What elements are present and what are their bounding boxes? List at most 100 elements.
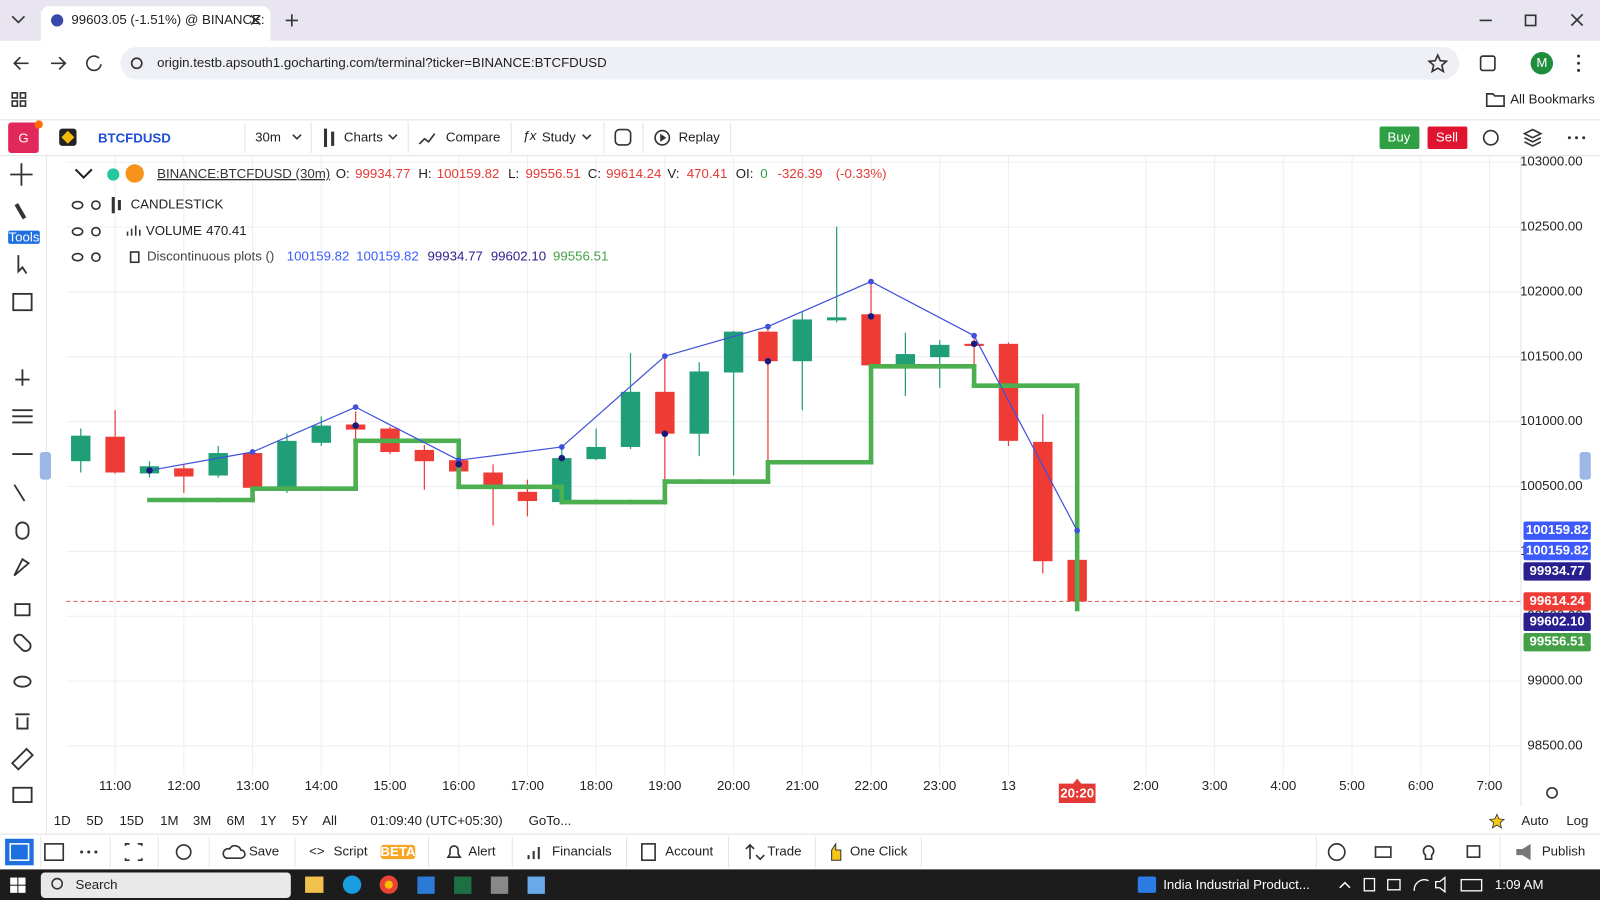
candle-body (895, 354, 916, 366)
charts-button[interactable]: Charts (344, 129, 383, 144)
compare-icon (418, 133, 436, 145)
legend-ticker[interactable]: BINANCE:BTCFDUSD (30m) (157, 166, 330, 181)
plot-point (971, 332, 977, 339)
legend-o-label: O: (336, 166, 350, 181)
plot-dot (146, 467, 153, 474)
account-icon (641, 843, 656, 862)
tray-chevron[interactable] (1339, 881, 1351, 889)
range-button[interactable]: All (322, 813, 337, 828)
buy-button[interactable] (1379, 126, 1420, 149)
back[interactable] (13, 56, 29, 70)
candle-body (620, 391, 641, 447)
taskbar-apps[interactable] (305, 875, 545, 894)
one-click-button[interactable]: One Click (850, 844, 908, 859)
range-button[interactable]: 1M (160, 813, 178, 828)
x-tick-label: 22:00 (854, 778, 887, 793)
study-button[interactable]: Study (542, 129, 576, 144)
search-box[interactable] (40, 872, 291, 898)
settings-icon[interactable] (1482, 129, 1499, 146)
x-tick-label: 20:00 (717, 778, 750, 793)
video-icon[interactable] (1466, 845, 1481, 858)
x-tick-label: 21:00 (786, 778, 819, 793)
new-tab[interactable] (285, 14, 298, 27)
plot-point (352, 404, 359, 410)
reload[interactable] (86, 55, 102, 72)
favorite-star[interactable] (1488, 813, 1506, 829)
candle-body (930, 344, 950, 358)
candlestick-icon (111, 196, 121, 214)
search-icon (51, 877, 64, 890)
active-tab[interactable] (40, 6, 271, 41)
account-button[interactable]: Account (665, 844, 713, 859)
publish-button[interactable]: Publish (1542, 844, 1585, 859)
plot-segment (355, 406, 459, 461)
x-tick-label: 19:00 (648, 778, 681, 793)
legend-high: 100159.82 (437, 166, 500, 181)
news-ticker[interactable]: India Industrial Product... (1163, 877, 1310, 892)
start-button[interactable] (10, 877, 26, 893)
omnibox[interactable] (120, 46, 1460, 80)
beta-badge (380, 844, 416, 860)
legend-collapse[interactable] (74, 168, 93, 179)
tab-search-icon[interactable] (11, 15, 26, 24)
profile-avatar[interactable] (1530, 52, 1554, 75)
replay-button[interactable]: Replay (679, 129, 721, 144)
legend-h-label: H: (418, 166, 431, 181)
restore[interactable] (1524, 14, 1537, 27)
site-info[interactable] (130, 57, 143, 70)
compare-button[interactable]: Compare (446, 129, 501, 144)
range-button[interactable]: 6M (227, 813, 245, 828)
plot-dot (867, 313, 875, 320)
range-button[interactable]: 5D (86, 813, 103, 828)
sell-button[interactable] (1427, 126, 1468, 149)
layout-split[interactable] (44, 843, 65, 862)
idea-icon[interactable] (1422, 845, 1435, 860)
fullscreen[interactable] (124, 843, 143, 862)
charts-caret (388, 134, 398, 140)
close-window[interactable] (1570, 13, 1584, 27)
bookmark-star[interactable] (1427, 53, 1449, 74)
financials-button[interactable]: Financials (552, 844, 612, 859)
goto[interactable]: GoTo... (529, 813, 572, 828)
save-button[interactable]: Save (249, 844, 279, 859)
range-button[interactable]: 1Y (260, 813, 276, 828)
range-button[interactable]: 3M (193, 813, 211, 828)
layers-icon[interactable] (1522, 128, 1543, 147)
favicon (51, 14, 64, 27)
tab-close[interactable] (250, 14, 261, 26)
help-icon[interactable] (1327, 843, 1346, 862)
forward[interactable] (51, 56, 67, 70)
price-badge (1523, 521, 1591, 540)
symbol[interactable]: BTCFDUSD (98, 130, 171, 145)
snapshot-icon[interactable] (614, 128, 632, 146)
script-button[interactable]: Script (334, 844, 368, 859)
legend-row-icons[interactable] (71, 200, 140, 264)
axis-settings[interactable] (1546, 786, 1558, 799)
alert-button[interactable]: Alert (468, 844, 496, 859)
financials-icon (527, 846, 540, 860)
app-logo[interactable] (8, 122, 39, 154)
trade-button[interactable]: Trade (767, 844, 801, 859)
keyboard-icon[interactable] (1374, 846, 1392, 858)
range-button[interactable]: 15D (119, 813, 143, 828)
log-scale[interactable]: Log (1566, 813, 1588, 828)
auto-scale[interactable]: Auto (1521, 813, 1548, 828)
x-tick-label: 5:00 (1339, 778, 1365, 793)
script-icon: <> (309, 844, 325, 859)
all-bookmarks[interactable]: All Bookmarks (1510, 92, 1595, 107)
y-tick-label: 100500.00 (1520, 478, 1583, 493)
theme-icon[interactable] (175, 844, 192, 860)
interval[interactable]: 30m (255, 129, 281, 144)
range-button[interactable]: 5Y (292, 813, 308, 828)
tool-icons[interactable] (10, 163, 34, 803)
layout-single[interactable] (5, 838, 34, 866)
extensions[interactable] (1479, 55, 1496, 72)
sidebar-collapse[interactable] (39, 452, 52, 480)
tray-icons[interactable] (1363, 876, 1483, 894)
apps-icon[interactable] (11, 92, 27, 107)
legend-plot-value: 100159.82 (356, 249, 419, 264)
range-button[interactable]: 1D (54, 813, 71, 828)
candle-body (723, 331, 744, 373)
panel-collapse[interactable] (1579, 452, 1591, 480)
